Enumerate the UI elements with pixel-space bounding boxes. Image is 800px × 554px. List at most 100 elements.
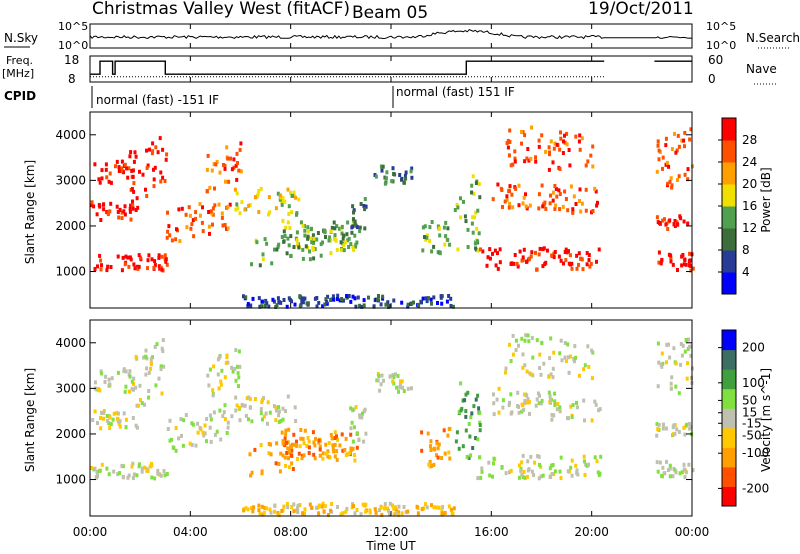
power-echo-cell	[513, 159, 517, 164]
velocity-echo-cell	[149, 356, 153, 361]
velocity-echo-cell	[522, 469, 526, 474]
power-echo-cell	[559, 136, 563, 141]
power-echo-cell	[525, 259, 529, 264]
power-echo-cell	[563, 250, 567, 254]
velocity-colorbar-label: -100	[742, 446, 769, 460]
velocity-echo-cell	[682, 425, 686, 430]
power-echo-cell	[285, 251, 289, 256]
velocity-echo-cell	[551, 375, 555, 380]
power-echo-cell	[303, 228, 307, 233]
power-echo-cell	[223, 223, 227, 227]
power-echo-cell	[144, 187, 147, 192]
velocity-echo-cell	[341, 511, 345, 516]
velocity-echo-cell	[465, 454, 469, 459]
velocity-echo-cell	[429, 444, 432, 449]
velocity-echo-cell	[198, 426, 202, 430]
power-echo-cell	[132, 181, 136, 186]
power-echo-cell	[321, 304, 325, 309]
velocity-echo-cell	[402, 389, 406, 394]
velocity-echo-cell	[124, 417, 128, 422]
power-echo-cell	[548, 201, 552, 206]
velocity-echo-cell	[168, 418, 172, 423]
velocity-echo-cell	[303, 428, 307, 433]
power-echo-cell	[335, 224, 339, 229]
power-echo-cell	[683, 144, 686, 149]
power-echo-cell	[166, 229, 170, 234]
velocity-echo-cell	[263, 506, 267, 510]
power-echo-cell	[345, 294, 349, 298]
power-echo-cell	[174, 237, 178, 242]
velocity-echo-cell	[338, 443, 342, 448]
power-echo-cell	[432, 295, 436, 300]
power-echo-cell	[194, 210, 198, 215]
power-echo-cell	[498, 260, 502, 265]
velocity-echo-cell	[343, 448, 347, 452]
power-echo-cell	[121, 255, 125, 260]
power-echo-cell	[474, 210, 478, 215]
velocity-echo-cell	[238, 418, 242, 423]
velocity-colorbar-segment	[722, 369, 736, 390]
velocity-echo-cell	[437, 505, 441, 510]
velocity-echo-cell	[292, 502, 296, 507]
velocity-echo-cell	[353, 511, 357, 516]
power-echo-cell	[239, 141, 243, 146]
power-echo-cell	[263, 303, 267, 308]
velocity-echo-cell	[307, 445, 311, 450]
velocity-echo-cell	[382, 378, 385, 383]
velocity-echo-cell	[357, 438, 361, 442]
power-echo-cell	[517, 203, 521, 208]
power-echo-cell	[131, 206, 135, 211]
power-echo-cell	[221, 223, 225, 228]
power-echo-cell	[267, 195, 271, 200]
power-echo-cell	[295, 238, 299, 243]
velocity-echo-cell	[550, 417, 554, 422]
velocity-echo-cell	[526, 468, 530, 473]
velocity-echo-cell	[397, 512, 401, 517]
velocity-echo-cell	[313, 443, 317, 448]
velocity-echo-cell	[573, 359, 576, 364]
velocity-echo-cell	[661, 361, 665, 366]
velocity-echo-cell	[374, 510, 378, 515]
velocity-echo-cell	[295, 439, 298, 444]
velocity-echo-cell	[469, 453, 473, 458]
power-echo-cell	[287, 212, 291, 216]
velocity-echo-cell	[508, 470, 511, 475]
power-echo-cell	[470, 183, 474, 188]
velocity-echo-cell	[442, 428, 446, 433]
velocity-echo-cell	[471, 446, 475, 450]
power-echo-cell	[194, 216, 198, 221]
power-echo-cell	[553, 206, 557, 211]
velocity-echo-cell	[149, 366, 152, 371]
velocity-echo-cell	[537, 476, 541, 481]
power-echo-cell	[444, 234, 448, 239]
velocity-echo-cell	[548, 398, 552, 403]
power-echo-cell	[563, 189, 567, 194]
power-echo-cell	[130, 168, 134, 173]
power-echo-cell	[127, 264, 131, 269]
velocity-echo-cell	[206, 373, 210, 378]
power-echo-cell	[476, 208, 480, 213]
power-echo-cell	[90, 200, 94, 205]
velocity-echo-cell	[461, 444, 465, 449]
power-echo-cell	[161, 175, 165, 180]
power-echo-cell	[567, 148, 571, 152]
velocity-echo-cell	[196, 421, 200, 426]
velocity-echo-cell	[687, 337, 691, 342]
power-echo-cell	[475, 239, 479, 244]
velocity-echo-cell	[432, 446, 436, 451]
velocity-echo-cell	[362, 439, 366, 444]
power-echo-cell	[146, 258, 150, 263]
velocity-echo-cell	[575, 468, 579, 473]
power-echo-cell	[135, 196, 139, 201]
power-echo-cell	[359, 202, 363, 206]
power-echo-cell	[381, 164, 385, 169]
velocity-echo-cell	[318, 453, 322, 458]
velocity-echo-cell	[420, 430, 424, 435]
power-echo-cell	[544, 260, 548, 265]
power-echo-cell	[667, 252, 671, 257]
velocity-echo-cell	[273, 503, 277, 508]
power-echo-cell	[128, 209, 132, 214]
velocity-echo-cell	[452, 506, 456, 511]
noise-sky-trace	[89, 28, 693, 40]
velocity-echo-cell	[446, 433, 450, 438]
